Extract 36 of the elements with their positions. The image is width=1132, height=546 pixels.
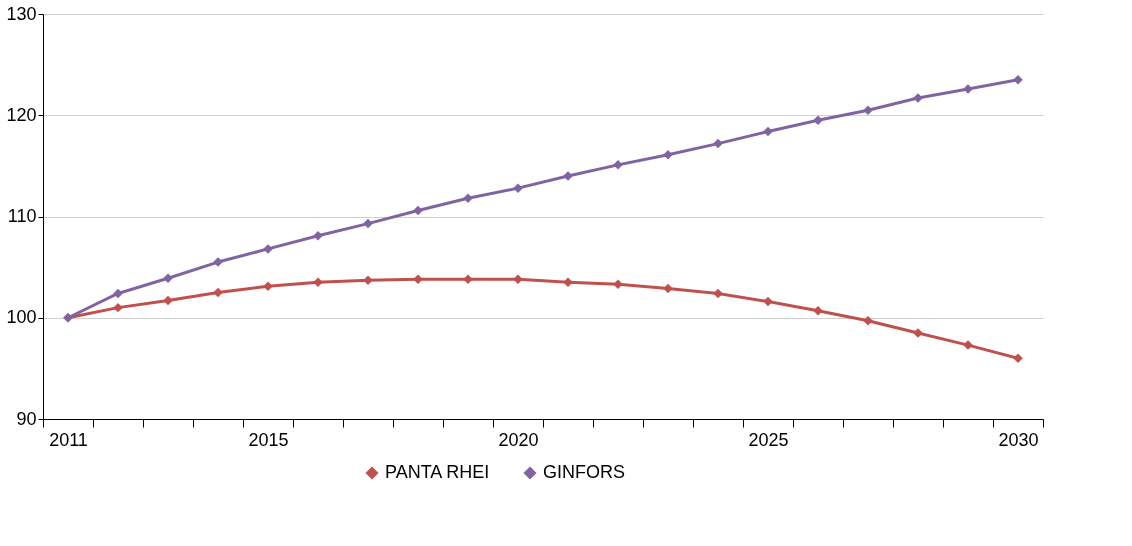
- point: [363, 275, 373, 286]
- x-tick-label: 2011: [49, 429, 88, 450]
- point: [213, 287, 223, 298]
- point: [713, 138, 723, 149]
- point: [163, 295, 173, 306]
- point: [313, 277, 323, 288]
- legend-label: PANTA RHEI: [385, 462, 490, 482]
- point: [663, 283, 673, 294]
- point: [513, 274, 523, 285]
- point: [663, 149, 673, 160]
- point: [613, 279, 623, 290]
- y-tick-label: 120: [6, 104, 37, 125]
- point: [463, 193, 473, 204]
- point: [113, 288, 123, 299]
- point: [413, 205, 423, 216]
- point: [763, 126, 773, 137]
- point: [763, 296, 773, 307]
- y-tick-label: 100: [6, 307, 37, 328]
- x-tick-label: 2030: [998, 429, 1039, 450]
- point: [263, 281, 273, 292]
- point: [813, 115, 823, 126]
- point: [113, 302, 123, 313]
- point: [363, 218, 373, 229]
- point: [563, 277, 573, 288]
- legend-label: GINFORS: [543, 462, 626, 482]
- y-tick-label: 130: [6, 3, 37, 24]
- y-tick-label: 90: [16, 408, 37, 429]
- x-tick-label: 2025: [748, 429, 789, 450]
- x-tick-label: 2020: [498, 429, 539, 450]
- point: [713, 288, 723, 299]
- y-tick-label: 110: [7, 206, 37, 226]
- x-tick-label: 2015: [248, 429, 289, 450]
- point: [463, 274, 473, 285]
- point: [413, 274, 423, 285]
- point: [813, 305, 823, 316]
- point: [313, 230, 323, 241]
